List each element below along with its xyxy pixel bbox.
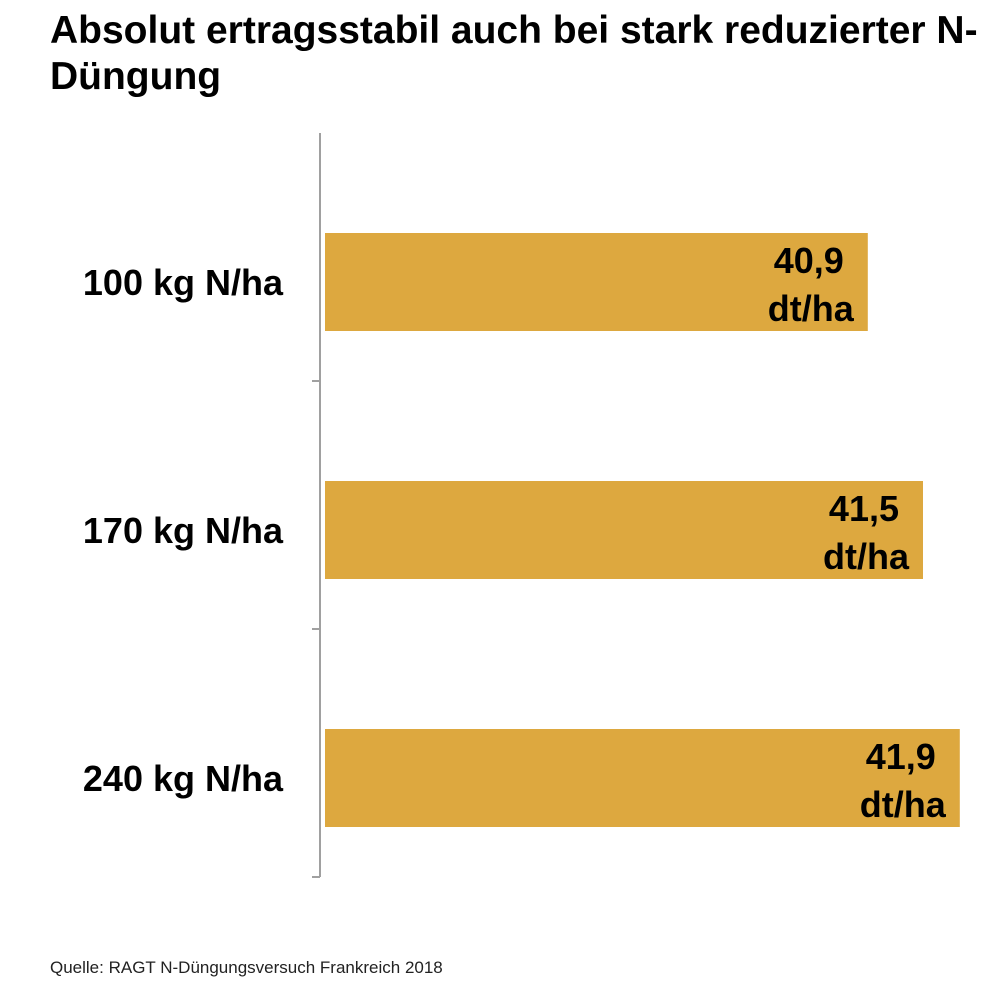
bar <box>325 233 868 331</box>
chart-title: Absolut ertragsstabil auch bei stark red… <box>50 9 978 98</box>
data-label-value: 41,9 <box>866 736 936 777</box>
data-label-value: 41,5 <box>829 488 899 529</box>
source-note: Quelle: RAGT N-Düngungsversuch Frankreic… <box>50 958 443 977</box>
bar <box>325 481 923 579</box>
category-label: 100 kg N/ha <box>83 262 284 303</box>
bar <box>325 729 960 827</box>
data-label-value: 40,9 <box>774 240 844 281</box>
data-label-unit: dt/ha <box>860 784 947 825</box>
data-label-unit: dt/ha <box>823 536 910 577</box>
data-label-unit: dt/ha <box>768 288 855 329</box>
category-label: 170 kg N/ha <box>83 510 284 551</box>
category-label: 240 kg N/ha <box>83 758 284 799</box>
